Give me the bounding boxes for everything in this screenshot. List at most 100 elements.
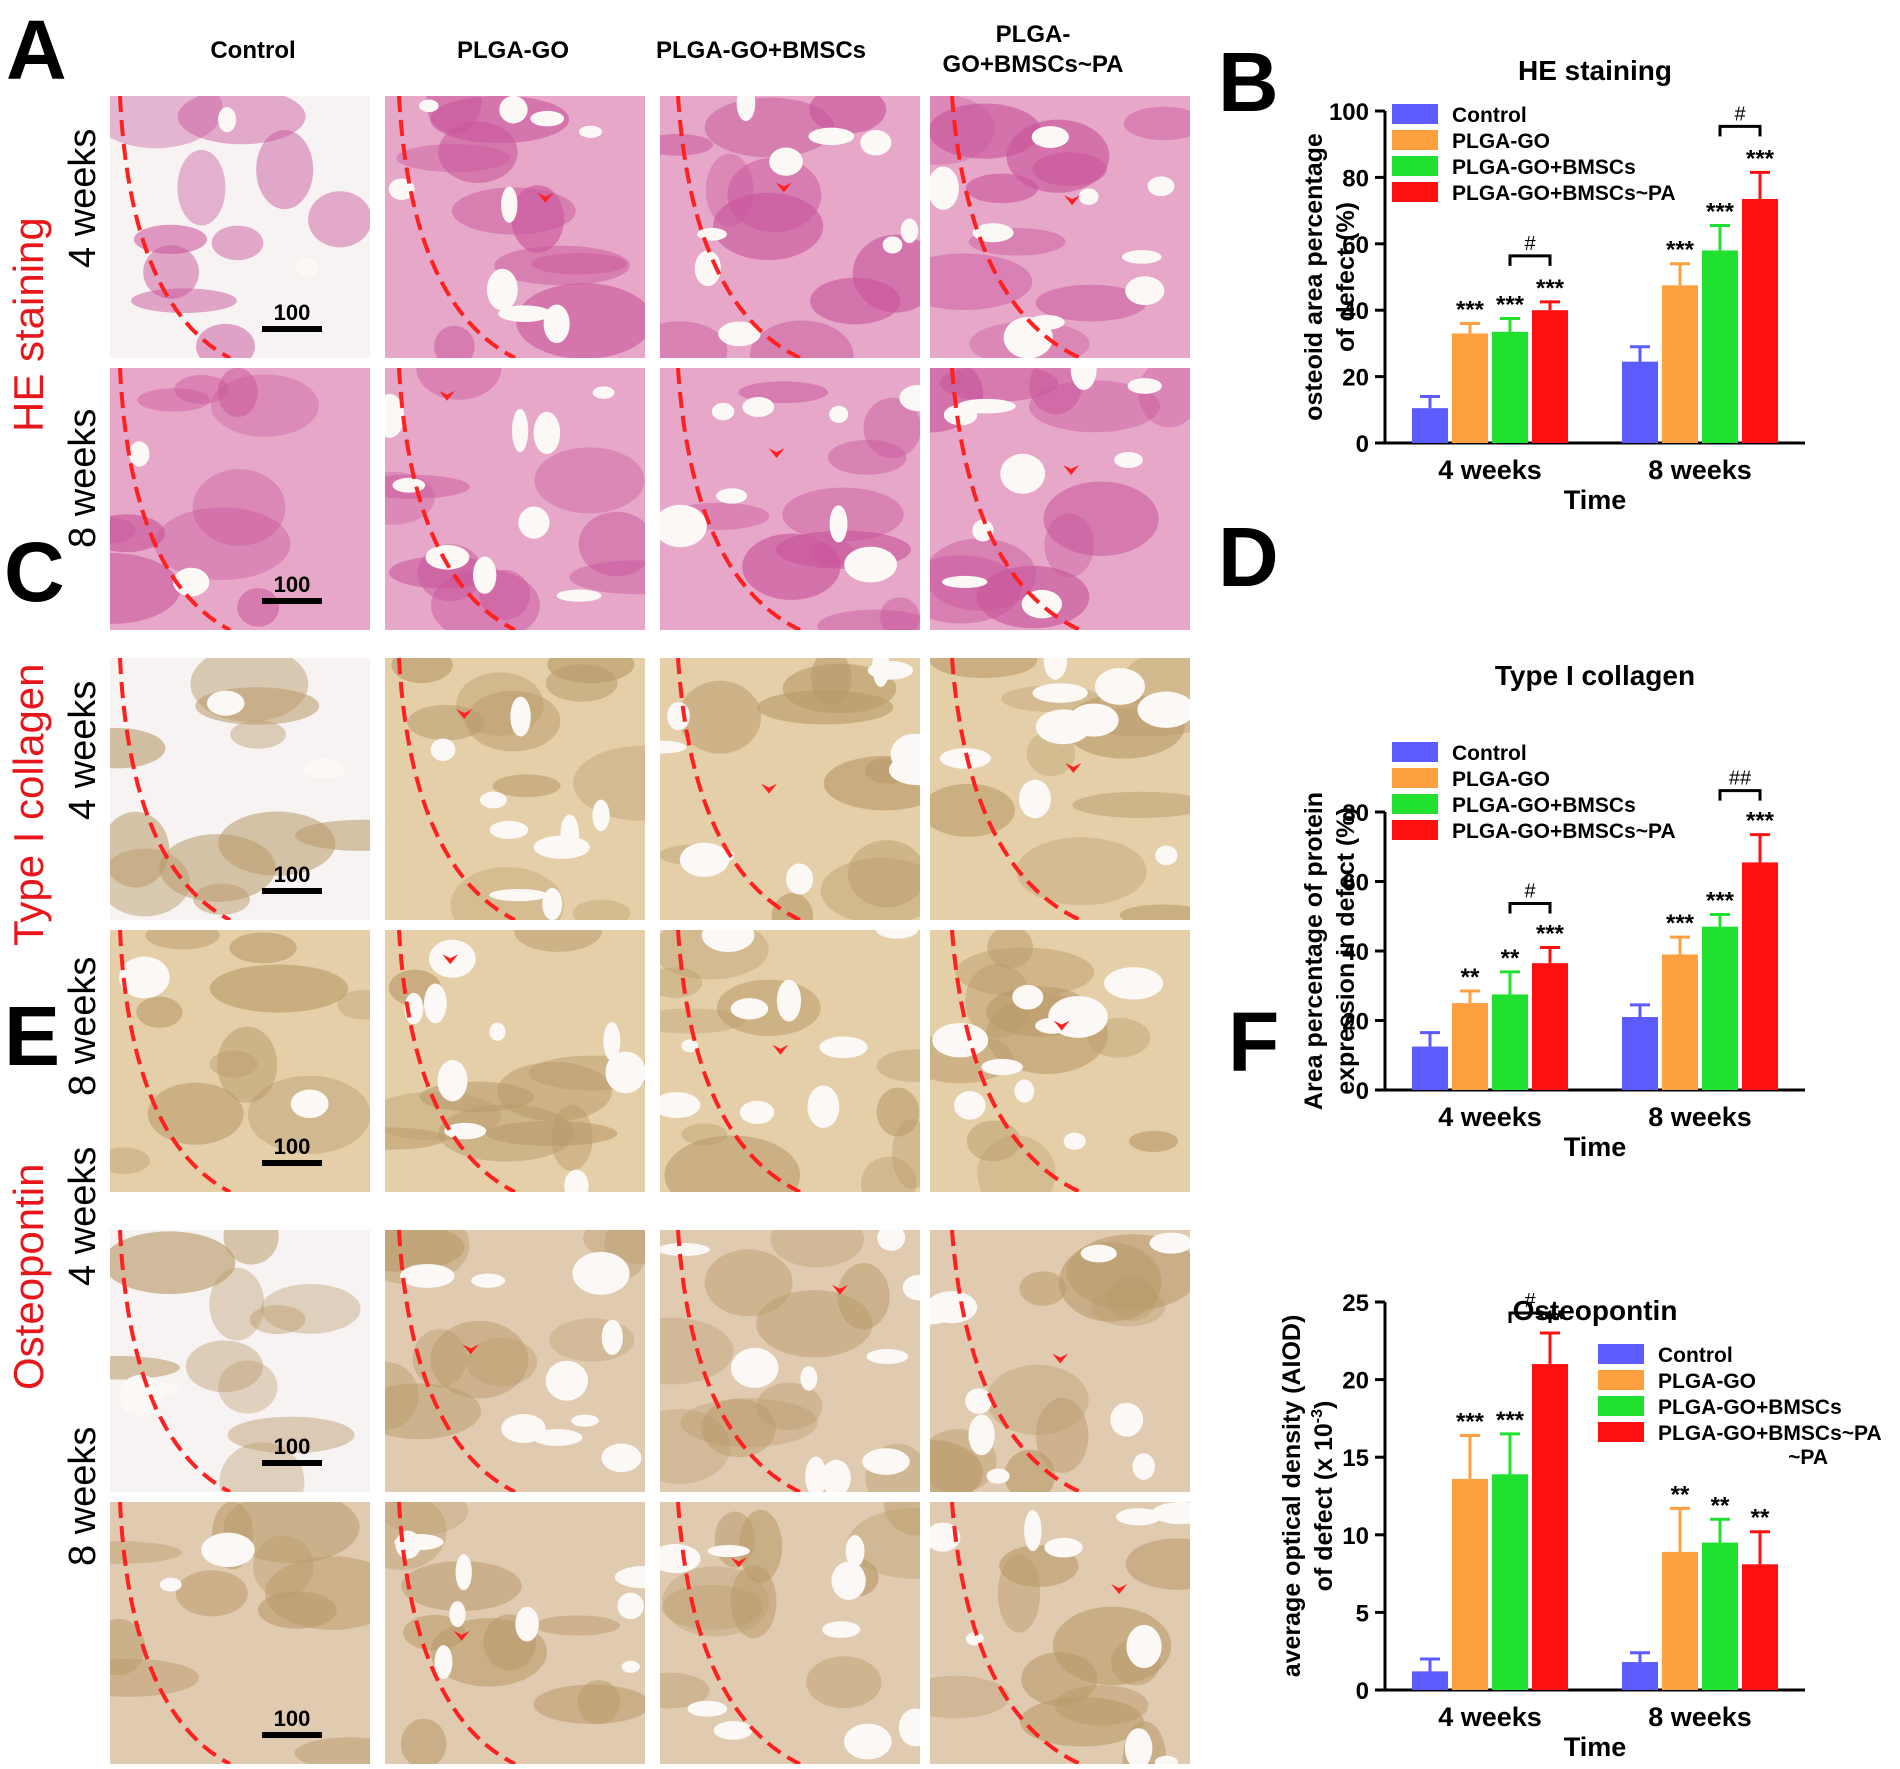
column-header-control: Control bbox=[210, 37, 296, 64]
row-label-opn-4w: 4 weeks bbox=[62, 1146, 104, 1286]
micrograph-he4-col4 bbox=[930, 96, 1190, 358]
x-tick-label: 4 weeks bbox=[1438, 1102, 1542, 1132]
scale-bar bbox=[262, 888, 322, 894]
y-tick-label: 20 bbox=[1342, 365, 1369, 392]
row-label-he-8w: 8 weeks bbox=[62, 408, 104, 548]
legend-swatch bbox=[1598, 1344, 1644, 1364]
legend-swatch bbox=[1598, 1422, 1644, 1442]
x-axis-label: Time bbox=[1564, 1732, 1627, 1762]
x-axis-label: Time bbox=[1564, 1132, 1627, 1162]
legend-swatch bbox=[1598, 1370, 1644, 1390]
y-tick-label: 60 bbox=[1342, 870, 1369, 897]
legend-swatch bbox=[1392, 182, 1438, 202]
y-tick-label: 0 bbox=[1356, 1078, 1369, 1105]
legend-swatch bbox=[1598, 1396, 1644, 1416]
micrograph-opn8-col3 bbox=[660, 1502, 920, 1764]
significance-marker: *** bbox=[1746, 808, 1775, 835]
legend-label: Control bbox=[1658, 1344, 1733, 1367]
y-tick-label: 40 bbox=[1342, 939, 1369, 966]
chart-type-i-collagen: Type I collagen Area percentage of protei… bbox=[1300, 660, 1805, 1162]
bar-plga-go-bmscs-1 bbox=[1492, 1474, 1528, 1690]
bracket-label: # bbox=[1524, 881, 1536, 903]
chart-title: Type I collagen bbox=[1495, 660, 1695, 691]
significance-marker: ** bbox=[1711, 1492, 1730, 1519]
significance-marker: ** bbox=[1671, 1481, 1690, 1508]
significance-marker: *** bbox=[1456, 1408, 1485, 1435]
stain-label-collagen: Type I collagen bbox=[5, 663, 52, 946]
panel-label-d: D bbox=[1218, 510, 1279, 604]
bar-control-1 bbox=[1412, 1046, 1448, 1090]
y-tick-label: 10 bbox=[1342, 1523, 1369, 1550]
legend-label: Control bbox=[1452, 104, 1527, 127]
x-tick-label: 8 weeks bbox=[1648, 455, 1752, 485]
legend-label: PLGA-GO bbox=[1658, 1370, 1756, 1393]
y-tick-label: 80 bbox=[1342, 800, 1369, 827]
panel-label-c: C bbox=[4, 525, 65, 619]
significance-marker: *** bbox=[1496, 292, 1525, 319]
legend-label: PLGA-GO bbox=[1452, 768, 1550, 791]
bar-control-1 bbox=[1412, 408, 1448, 443]
panel-label-f: F bbox=[1228, 995, 1280, 1089]
significance-marker: *** bbox=[1456, 296, 1485, 323]
bar-plga-go-bmscs-pa-1 bbox=[1532, 310, 1568, 443]
legend-swatch bbox=[1392, 768, 1438, 788]
scale-bar bbox=[262, 598, 322, 604]
scale-bar bbox=[262, 1732, 322, 1738]
x-tick-label: 8 weeks bbox=[1648, 1702, 1752, 1732]
bar-plga-go-bmscs-1 bbox=[1492, 994, 1528, 1090]
x-axis-label: Time bbox=[1564, 485, 1627, 515]
chart-title: HE staining bbox=[1518, 60, 1672, 86]
legend-label: PLGA-GO+BMSCs~PA bbox=[1452, 182, 1676, 205]
bar-plga-go-1 bbox=[1452, 1003, 1488, 1090]
scale-bar-label: 100 bbox=[273, 1434, 311, 1459]
legend-label: PLGA-GO bbox=[1452, 130, 1550, 153]
row-label-col-4w: 4 weeks bbox=[62, 680, 104, 820]
legend-swatch bbox=[1392, 130, 1438, 150]
bar-plga-go-bmscs-2 bbox=[1702, 1542, 1738, 1690]
comparison-bracket bbox=[1508, 1311, 1552, 1324]
micrograph-he8-col3 bbox=[660, 368, 920, 630]
micrograph-he4-col3 bbox=[660, 96, 920, 358]
scale-bar bbox=[262, 326, 322, 332]
scale-bar-label: 100 bbox=[273, 1706, 311, 1731]
bar-plga-go-bmscs-pa-2 bbox=[1742, 862, 1778, 1090]
micrograph-opn4-col4 bbox=[930, 1230, 1190, 1492]
micrograph-col4-col4 bbox=[930, 658, 1190, 920]
legend-swatch bbox=[1392, 820, 1438, 840]
comparison-bracket bbox=[1508, 254, 1552, 266]
y-tick-label: 80 bbox=[1342, 165, 1369, 192]
panel-label-a: A bbox=[6, 3, 67, 97]
scale-bar bbox=[262, 1160, 322, 1166]
x-tick-label: 4 weeks bbox=[1438, 1702, 1542, 1732]
y-tick-label: 40 bbox=[1342, 298, 1369, 325]
bar-control-2 bbox=[1622, 361, 1658, 443]
column-header-plga-go: PLGA-GO bbox=[457, 37, 569, 64]
significance-marker: *** bbox=[1536, 275, 1565, 302]
significance-marker: *** bbox=[1536, 921, 1565, 948]
legend-label: Control bbox=[1452, 742, 1527, 765]
micrograph-col8-col4 bbox=[930, 930, 1190, 1192]
bar-plga-go-bmscs-pa-1 bbox=[1532, 963, 1568, 1090]
legend-label-continued: ~PA bbox=[1788, 1446, 1828, 1469]
bar-plga-go-2 bbox=[1662, 1551, 1698, 1690]
comparison-bracket bbox=[1718, 124, 1762, 137]
scale-bar bbox=[262, 1460, 322, 1466]
y-tick-label: 25 bbox=[1342, 1290, 1369, 1317]
chart-he-staining: HE staining osteoid area percentage of def… bbox=[1300, 60, 1805, 515]
significance-marker: ** bbox=[1501, 945, 1520, 972]
bar-plga-go-1 bbox=[1452, 1478, 1488, 1690]
x-tick-label: 8 weeks bbox=[1648, 1102, 1752, 1132]
bar-plga-go-bmscs-pa-1 bbox=[1532, 1364, 1568, 1690]
micrograph-opn4-col3 bbox=[660, 1230, 920, 1492]
bar-plga-go-bmscs-2 bbox=[1702, 926, 1738, 1090]
legend-label: PLGA-GO+BMSCs bbox=[1658, 1396, 1842, 1419]
significance-marker: *** bbox=[1666, 910, 1695, 937]
micrograph-he8-col4 bbox=[930, 368, 1190, 630]
legend-swatch bbox=[1392, 156, 1438, 176]
stain-label-osteopontin: Osteopontin bbox=[5, 1163, 52, 1391]
scale-bar-label: 100 bbox=[273, 1134, 311, 1159]
micrograph-opn8-col4 bbox=[930, 1502, 1190, 1764]
panel-label-b: B bbox=[1218, 35, 1279, 129]
y-axis-label: average optical density (AIOD) of defect … bbox=[1278, 1315, 1338, 1678]
legend-label: PLGA-GO+BMSCs bbox=[1452, 794, 1636, 817]
